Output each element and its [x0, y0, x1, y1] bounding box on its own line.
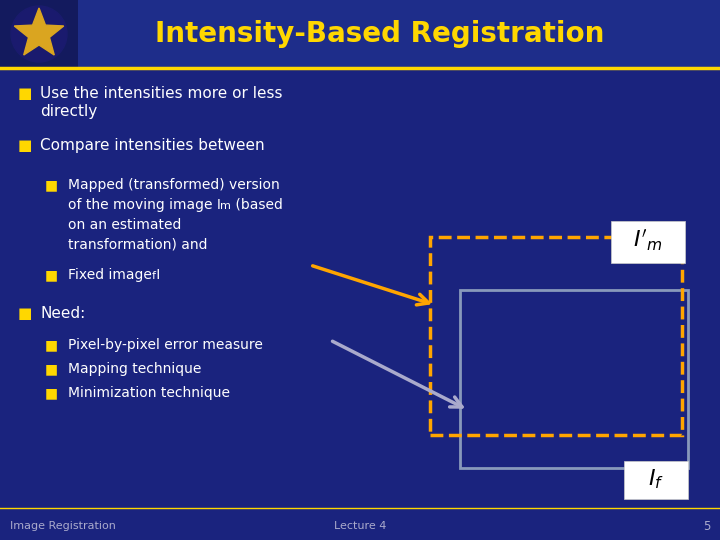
- Text: Fixed image I: Fixed image I: [68, 268, 161, 282]
- Text: ■: ■: [45, 338, 58, 352]
- Text: m: m: [220, 201, 231, 211]
- Text: directly: directly: [40, 104, 97, 119]
- Text: of the moving image I: of the moving image I: [68, 198, 221, 212]
- Text: ■: ■: [45, 178, 58, 192]
- Bar: [0, 0, 78, 68]
- Text: ■: ■: [18, 306, 32, 321]
- Text: Lecture 4: Lecture 4: [334, 521, 386, 531]
- FancyBboxPatch shape: [611, 221, 685, 263]
- Text: ■: ■: [45, 386, 58, 400]
- Text: Pixel-by-pixel error measure: Pixel-by-pixel error measure: [68, 338, 263, 352]
- Text: Mapping technique: Mapping technique: [68, 362, 202, 376]
- Text: transformation) and: transformation) and: [68, 238, 207, 252]
- Text: $I'_m$: $I'_m$: [634, 227, 662, 253]
- Text: Need:: Need:: [40, 306, 85, 321]
- Text: 5: 5: [703, 519, 710, 532]
- Bar: [0, 0, 720, 68]
- Bar: [430, 237, 682, 435]
- Text: (based: (based: [231, 198, 283, 212]
- Polygon shape: [14, 8, 64, 55]
- Text: ■: ■: [45, 362, 58, 376]
- Text: Image Registration: Image Registration: [10, 521, 116, 531]
- Text: Use the intensities more or less: Use the intensities more or less: [40, 86, 282, 101]
- Text: Mapped (transformed) version: Mapped (transformed) version: [68, 178, 280, 192]
- Text: ■: ■: [18, 138, 32, 153]
- Text: $I_f$: $I_f$: [648, 467, 664, 491]
- Text: Intensity-Based Registration: Intensity-Based Registration: [156, 20, 605, 48]
- Text: ■: ■: [18, 86, 32, 101]
- Text: ■: ■: [45, 268, 58, 282]
- Circle shape: [11, 6, 67, 62]
- Text: f: f: [152, 271, 156, 281]
- Bar: [460, 290, 688, 468]
- Text: on an estimated: on an estimated: [68, 218, 181, 232]
- Text: Minimization technique: Minimization technique: [68, 386, 230, 400]
- FancyBboxPatch shape: [624, 461, 688, 499]
- Text: Compare intensities between: Compare intensities between: [40, 138, 265, 153]
